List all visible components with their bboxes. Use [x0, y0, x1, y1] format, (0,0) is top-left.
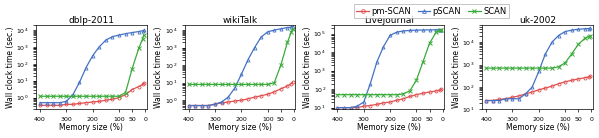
X-axis label: Memory size (%): Memory size (%) [59, 124, 123, 132]
Title: dblp-2011: dblp-2011 [68, 16, 114, 25]
Y-axis label: Wall clock time (sec.): Wall clock time (sec.) [5, 26, 14, 108]
Y-axis label: Wall clock time (sec.): Wall clock time (sec.) [452, 26, 461, 108]
Y-axis label: Wall clock time (sec.): Wall clock time (sec.) [155, 26, 164, 108]
X-axis label: Memory size (%): Memory size (%) [357, 124, 420, 132]
X-axis label: Memory size (%): Memory size (%) [506, 124, 570, 132]
Title: wikiTalk: wikiTalk [222, 16, 258, 25]
Y-axis label: Wall clock time (sec.): Wall clock time (sec.) [303, 26, 312, 108]
Title: Livejournal: Livejournal [364, 16, 414, 25]
Legend: pm-SCAN, pSCAN, SCAN: pm-SCAN, pSCAN, SCAN [354, 4, 509, 18]
X-axis label: Memory size (%): Memory size (%) [208, 124, 272, 132]
Title: uk-2002: uk-2002 [519, 16, 556, 25]
